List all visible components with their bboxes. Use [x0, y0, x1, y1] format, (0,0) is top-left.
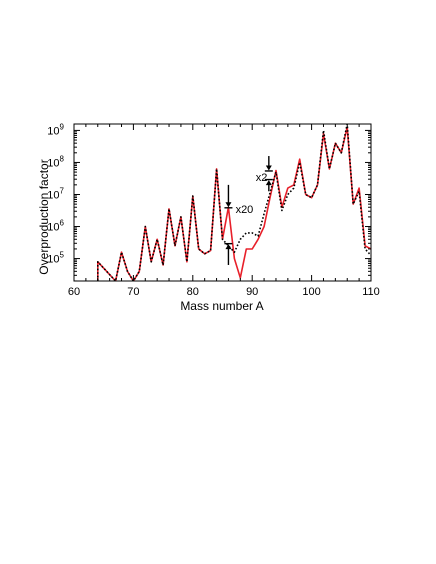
x-tick-label: 70 — [127, 286, 139, 298]
x2-arrow-bottom-head — [265, 180, 272, 186]
y-tick-label: 105 — [47, 251, 64, 266]
x-axis-label: Mass number A — [180, 299, 263, 313]
x20-arrow-bottom-head — [225, 244, 232, 250]
x-tick-label: 100 — [302, 286, 320, 298]
annotation-x2: x2 — [256, 172, 268, 184]
y-tick-label: 108 — [47, 154, 64, 169]
y-tick-label: 106 — [47, 219, 64, 234]
series-line-dotted — [97, 124, 371, 281]
x2-arrow-top-head — [265, 165, 272, 171]
x-tick-label: 90 — [246, 286, 258, 298]
x-tick-label: 80 — [187, 286, 199, 298]
tick-marks-group — [73, 124, 372, 282]
annotation-x20: x20 — [236, 204, 254, 216]
y-tick-label: 107 — [47, 186, 64, 201]
plot-frame — [73, 123, 372, 282]
tick-labels-group: 60 70 80 90 100 110 105 106 107 108 109 — [47, 122, 379, 298]
x20-arrow-top-head — [225, 202, 232, 208]
plot-content — [97, 124, 371, 281]
x-tick-label: 60 — [68, 286, 80, 298]
plot-frame-group — [73, 123, 372, 282]
y-axis-label: Overproduction factor — [37, 159, 51, 274]
x-tick-label: 110 — [362, 286, 380, 298]
y-tick-label: 109 — [47, 122, 64, 137]
annotation-markers — [224, 156, 273, 265]
